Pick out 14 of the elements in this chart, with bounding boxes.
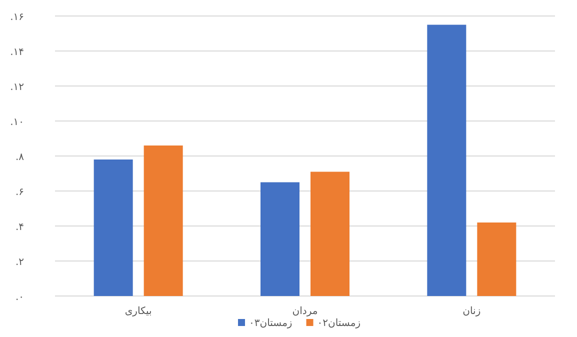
y-tick-label: ۱۶.: [10, 12, 24, 23]
y-tick-label: ۱۲.: [10, 82, 24, 93]
y-tick-label: ۶.: [15, 187, 24, 198]
y-tick-label: ۱۰.: [10, 117, 24, 128]
y-tick-label: ۸.: [15, 152, 25, 163]
y-tick-label: ۲.: [15, 257, 24, 268]
y-tick-label: ۰.: [15, 292, 24, 303]
y-tick-label: ۱۴.: [10, 47, 24, 58]
x-tick-label: بیکاری: [124, 306, 152, 317]
x-tick-label: زنان: [462, 306, 481, 317]
x-tick-label: مردان: [292, 306, 318, 317]
y-tick-label: ۴.: [15, 222, 24, 233]
legend-label: زمستان۰۲: [317, 318, 361, 329]
legend-label: زمستان۰۳: [249, 318, 292, 329]
